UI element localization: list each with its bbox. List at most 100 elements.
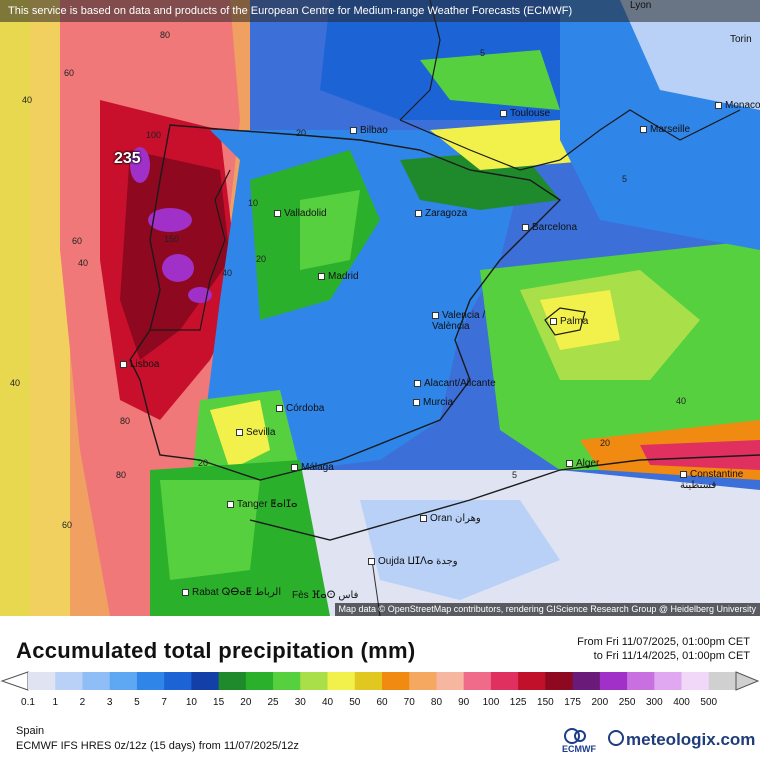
scale-tick-label: 150: [537, 697, 554, 708]
scale-swatch: [382, 672, 410, 690]
scale-tick-label: 125: [509, 697, 527, 708]
contour-value: 40: [222, 268, 233, 278]
scale-swatch: [218, 672, 247, 690]
city-label: Murcia: [413, 397, 453, 408]
scale-tick-label: 40: [321, 697, 334, 708]
contour-value: 20: [296, 128, 307, 138]
scale-tick-label: 15: [213, 697, 225, 708]
color-scale-bar: [0, 671, 760, 691]
city-label: Valencia / València: [432, 310, 486, 332]
city-label: Oujda ⵡⵊⴷⴰ وجدة: [368, 556, 458, 567]
city-label: Palma: [550, 316, 588, 327]
city-label: Oran وهران: [420, 513, 481, 524]
precipitation-map: This service is based on data and produc…: [0, 0, 760, 616]
scale-tick-label: 500: [700, 697, 718, 708]
city-label: Valladolid: [274, 208, 327, 219]
scale-tick-label: 50: [349, 697, 361, 708]
scale-tick-label: 60: [376, 697, 388, 708]
scale-tick-label: 300: [645, 697, 663, 708]
contour-value: 40: [676, 396, 687, 406]
scale-swatch: [681, 672, 710, 690]
scale-swatch: [300, 672, 329, 690]
scale-swatch: [436, 672, 465, 690]
scale-tick-label: 400: [673, 697, 690, 708]
scale-swatch: [354, 672, 383, 690]
scale-tick-label: 3: [106, 697, 113, 708]
period-to: to Fri 11/14/2025, 01:00pm CET: [593, 650, 750, 662]
city-label: Alger: [566, 458, 599, 469]
scale-swatch: [109, 672, 138, 690]
contour-value: 60: [64, 68, 75, 78]
scale-tick-label: 10: [185, 697, 197, 708]
contour-value: 40: [78, 258, 89, 268]
contour-value: 150: [164, 234, 180, 244]
contour-value: 10: [248, 198, 259, 208]
city-label: Zaragoza: [415, 208, 467, 219]
model-info: ECMWF IFS HRES 0z/12z (15 days) from 11/…: [16, 740, 299, 752]
city-label: Marseille: [640, 124, 690, 135]
scale-swatch: [191, 672, 220, 690]
scale-tick-label: 80: [430, 697, 443, 708]
scale-tick-label: 30: [294, 697, 306, 708]
max-value-label: 235: [114, 150, 141, 167]
contour-value: 80: [160, 30, 171, 40]
contour-value: 80: [116, 470, 127, 480]
scale-swatch: [82, 672, 111, 690]
city-label: Málaga: [291, 462, 334, 473]
contour-value: 20: [256, 254, 267, 264]
region-label: Spain: [16, 725, 45, 737]
contour-value: 20: [198, 458, 209, 468]
city-label: Alacant/Alicante: [414, 378, 496, 389]
scale-swatch: [490, 672, 519, 690]
scale-swatch: [136, 672, 165, 690]
contour-value: 100: [146, 130, 162, 140]
city-label: Toulouse: [500, 108, 550, 119]
city-label: Rabat ⵕⴱⴰⵟ الرباط: [182, 587, 281, 598]
scale-swatch: [599, 672, 628, 690]
contour-value: 20: [600, 438, 611, 448]
city-label: Constantine قسنطينة: [680, 469, 744, 491]
contour-value: 60: [62, 520, 73, 530]
scale-tick-label: 2: [79, 697, 86, 708]
contour-value: 40: [22, 95, 33, 105]
city-label: Lyon: [630, 0, 652, 11]
scale-swatch: [273, 672, 301, 690]
scale-swatch: [627, 672, 655, 690]
scale-swatch: [245, 672, 274, 690]
contour-value: 5: [622, 174, 628, 184]
contour-value: 60: [72, 236, 83, 246]
scale-swatch: [545, 672, 574, 690]
city-label: Madrid: [318, 271, 359, 282]
scale-tick-label: 0.1: [21, 697, 35, 708]
city-label: Lisboa: [120, 359, 159, 370]
scale-arrow-right: [735, 671, 760, 691]
scale-tick-label: 70: [403, 697, 415, 708]
contour-value: 5: [512, 470, 518, 480]
city-label: Fès ⴼⴰⵙ فاس: [292, 590, 359, 601]
data-notice: This service is based on data and produc…: [0, 0, 760, 22]
meteologix-logo[interactable]: meteologix.com: [608, 730, 755, 750]
city-label: Bilbao: [350, 125, 388, 136]
scale-swatch: [409, 672, 437, 690]
scale-tick-label: 1: [52, 697, 58, 708]
city-label: Torin: [730, 34, 752, 45]
scale-swatch: [708, 672, 737, 690]
city-label: Tanger ⵟⴰⵏⵊⴰ: [227, 499, 297, 510]
scale-tick-label: 100: [482, 697, 500, 708]
city-label: Córdoba: [276, 403, 324, 414]
scale-tick-label: 200: [591, 697, 609, 708]
contour-value: 40: [10, 378, 21, 388]
scale-swatch: [572, 672, 601, 690]
city-label: Monaco: [715, 100, 760, 111]
color-scale-ticks: 0.1 1 2 3 5 7 10 15 20 25 30 40 50 60 70 80 90 100 125 150 1…: [0, 697, 760, 711]
scale-tick-label: 90: [458, 697, 470, 708]
city-label: Barcelona: [522, 222, 577, 233]
map-attribution: Map data © OpenStreetMap contributors, r…: [334, 603, 760, 616]
scale-tick-label: 250: [618, 697, 636, 708]
period-from: From Fri 11/07/2025, 01:00pm CET: [577, 636, 750, 648]
scale-tick-label: 25: [267, 697, 279, 708]
scale-swatch: [654, 672, 683, 690]
map-canvas: [0, 0, 760, 616]
scale-swatch: [518, 672, 546, 690]
scale-swatch: [55, 672, 83, 690]
